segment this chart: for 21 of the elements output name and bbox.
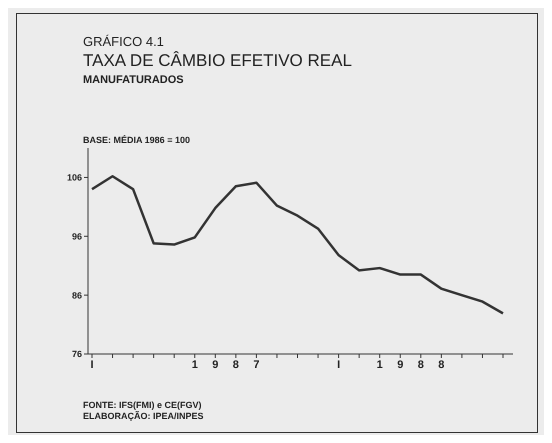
- x-tick-label: 8: [438, 358, 444, 371]
- x-tick-label: 9: [397, 358, 404, 371]
- x-tick-label: 8: [232, 358, 239, 371]
- chart-title: GRÁFICO 4.1: [83, 34, 164, 49]
- line-series: [90, 175, 504, 315]
- text: ELABORAÇÃO: IPEA/INPES: [83, 411, 204, 421]
- y-tick-label: 96: [72, 231, 82, 242]
- x-tick-label: 1: [192, 358, 198, 371]
- x-tick-label: I: [90, 358, 94, 371]
- x-tick-label: 7: [253, 358, 260, 371]
- y-tick-label: 106: [66, 172, 82, 183]
- x-tick-label: 9: [212, 358, 218, 371]
- y-tick-label: 86: [72, 290, 82, 300]
- x-tick-label: 1: [376, 358, 383, 371]
- y-tick-label: 76: [72, 349, 82, 360]
- x-tick-label: 8: [418, 358, 424, 371]
- x-tick-label: I: [337, 358, 340, 371]
- source-note: FONTE: IFS(FMI) e CE(FGV): [83, 400, 202, 410]
- chart-subtitle: TAXA DE CÂMBIO EFETIVO REAL: [83, 51, 352, 71]
- text: MANUFATURADOS: [83, 74, 184, 86]
- y-axis-title: BASE: MÉDIA 1986 = 100: [83, 135, 190, 145]
